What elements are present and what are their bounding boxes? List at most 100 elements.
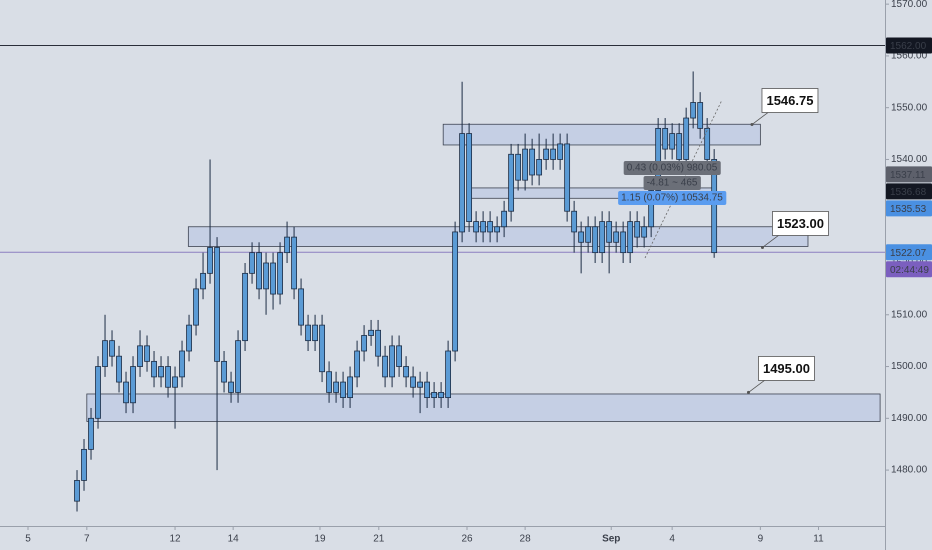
candle-body — [95, 366, 101, 419]
candle-body — [529, 148, 536, 176]
candle-body — [193, 288, 199, 326]
candle-body — [270, 262, 276, 295]
x-tick-label: Sep — [602, 534, 620, 545]
candle-body — [592, 226, 599, 254]
x-tick-label: 7 — [84, 534, 90, 545]
candle-body — [424, 381, 430, 399]
candle-body — [151, 360, 157, 378]
y-tick-label: 1560.00 — [891, 51, 928, 62]
candle-body — [116, 355, 122, 383]
candle-body — [214, 247, 220, 362]
candle-body — [130, 366, 136, 404]
candle-body — [186, 324, 192, 352]
callout-anchor — [750, 123, 754, 127]
candle-body — [494, 226, 501, 233]
callout-pointer — [762, 235, 779, 248]
candle-body — [291, 236, 297, 290]
candle-body — [319, 324, 325, 373]
measure-label: -4.81 ~ 465 — [647, 178, 698, 189]
candle-body — [235, 340, 241, 393]
countdown: 02:44:49 — [890, 265, 929, 276]
candle-body — [277, 252, 283, 295]
candle-body — [326, 371, 332, 393]
candle-body — [144, 345, 150, 362]
candle-body — [347, 376, 353, 399]
candle-body — [403, 366, 409, 378]
candle-body — [102, 340, 108, 367]
callout-pointer — [748, 380, 765, 393]
zone — [86, 393, 881, 422]
measure-box — [623, 161, 721, 175]
candle-body — [480, 221, 487, 233]
x-tick-label: 21 — [373, 534, 385, 545]
candle-body — [676, 133, 683, 160]
y-tick-label: 1500.00 — [891, 361, 928, 372]
candle-body — [158, 366, 164, 378]
candle-body — [410, 376, 416, 388]
candle-body — [536, 159, 543, 176]
candle-body — [627, 221, 634, 254]
price-label-box — [886, 37, 932, 54]
candle-body — [459, 133, 466, 233]
candle-body — [655, 127, 662, 191]
candle-body — [641, 226, 648, 238]
price-label-box — [886, 166, 932, 183]
measure-line — [644, 99, 723, 259]
candle-body — [354, 350, 360, 378]
x-tick-label: 9 — [758, 534, 764, 545]
measure-box — [618, 191, 727, 205]
candle-body — [487, 221, 494, 233]
candle-body — [389, 345, 395, 378]
zone — [442, 123, 761, 146]
candle-body — [305, 324, 311, 342]
y-tick-label: 1550.00 — [891, 102, 928, 113]
y-tick-label: 1570.00 — [891, 0, 928, 10]
candle-body — [368, 329, 374, 336]
candle-body — [578, 231, 585, 243]
candle-body — [613, 231, 620, 243]
x-tick-label: 14 — [228, 534, 240, 545]
candle-body — [228, 381, 234, 393]
x-tick-label: 26 — [461, 534, 473, 545]
candle-body — [137, 345, 143, 367]
x-tick-label: 19 — [314, 534, 326, 545]
candle-body — [109, 340, 115, 357]
measure-label: 1.15 (0.07%) 10534.75 — [621, 193, 723, 204]
price-label-box — [886, 183, 932, 200]
candle-body — [697, 102, 704, 129]
x-tick-label: 11 — [813, 534, 824, 545]
candle-body — [361, 335, 367, 352]
candle-body — [81, 448, 87, 481]
candle-body — [669, 133, 676, 150]
candle-body — [508, 153, 515, 212]
x-tick-label: 12 — [169, 534, 181, 545]
callout-pointer — [751, 112, 769, 125]
measure-box — [643, 176, 701, 190]
x-tick-label: 28 — [520, 534, 532, 545]
candle-body — [634, 221, 641, 238]
price-label: 1562.00 — [890, 41, 927, 52]
candle-body — [620, 231, 627, 254]
measure-label: 0.43 (0.03%) 980.05 — [627, 163, 718, 174]
callout-label: 1495.00 — [763, 361, 810, 376]
price-label-box — [886, 200, 932, 217]
callout-box — [761, 88, 819, 113]
callout-label: 1546.75 — [766, 93, 813, 108]
candle-body — [711, 159, 718, 254]
callout-box — [758, 356, 815, 381]
candle-body — [438, 392, 444, 399]
candle-body — [452, 231, 459, 352]
candle-body — [599, 221, 606, 254]
price-label: 1537.11 — [890, 170, 926, 181]
candle-body — [501, 210, 508, 228]
callout-box — [772, 211, 829, 236]
candle-body — [172, 376, 178, 388]
candle-body — [74, 480, 80, 502]
candle-body — [249, 252, 255, 274]
candle-body — [123, 381, 129, 404]
overlay: 1546.75 1523.00 1495.00 0.43 (0.03%) 980.05… — [618, 88, 829, 394]
candle-body — [550, 148, 557, 160]
candle-body — [298, 288, 304, 326]
candle-body — [431, 392, 437, 399]
